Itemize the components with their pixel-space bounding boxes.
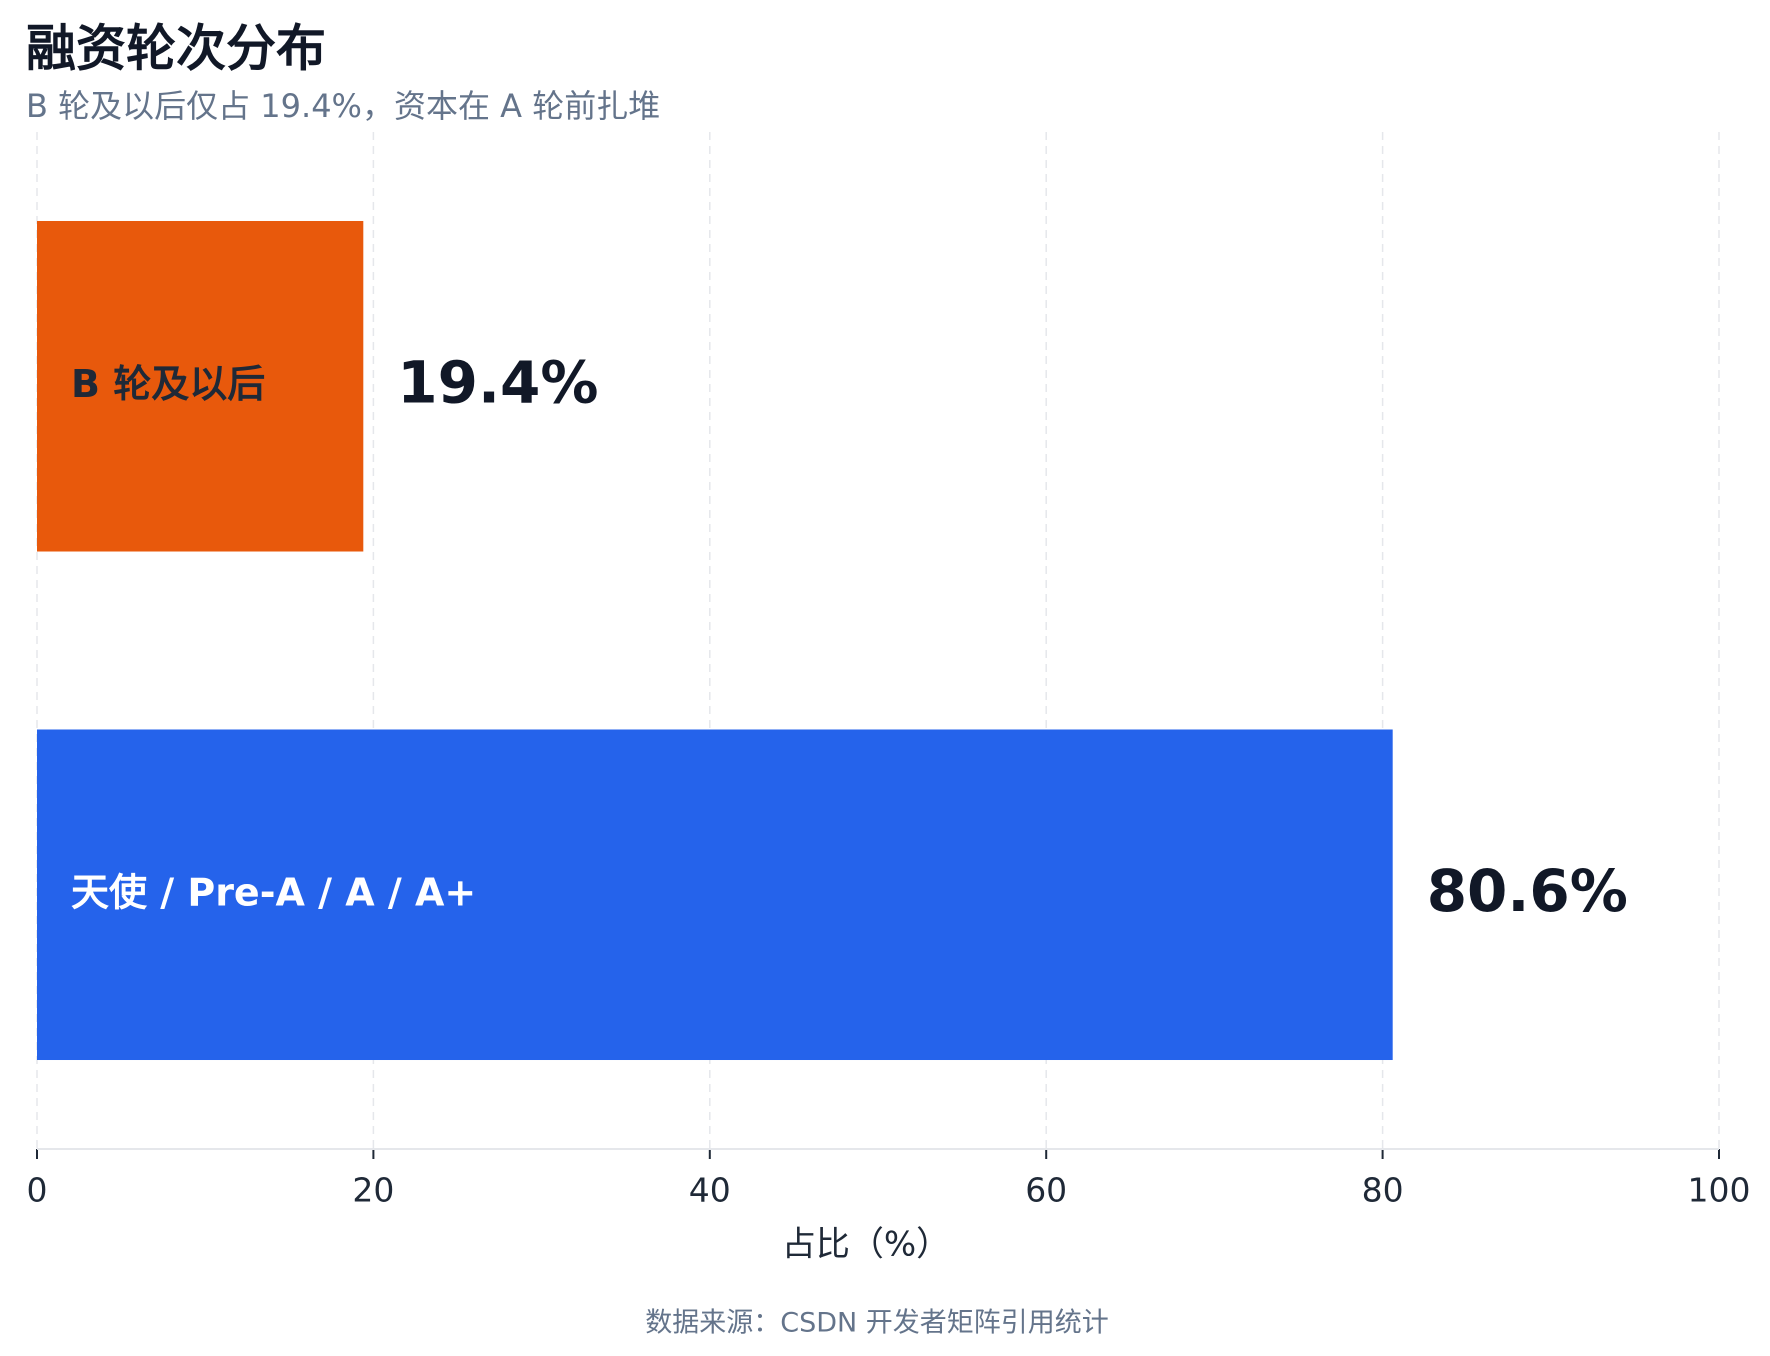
x-tick-label: 100: [1688, 1171, 1751, 1210]
x-tick-label: 60: [1025, 1171, 1067, 1210]
x-tick-label: 0: [27, 1171, 48, 1210]
chart-title: 融资轮次分布: [26, 20, 326, 78]
x-tick-label: 20: [352, 1171, 394, 1210]
value-label: 80.6%: [1427, 857, 1628, 925]
x-tick-label: 40: [689, 1171, 731, 1210]
value-label: 19.4%: [397, 348, 598, 416]
source-note: 数据来源：CSDN 开发者矩阵引用统计: [645, 1308, 1109, 1339]
x-axis-label: 占比（%）: [782, 1225, 950, 1265]
chart-subtitle: B 轮及以后仅占 19.4%，资本在 A 轮前扎堆: [26, 87, 660, 125]
category-label: 天使 / Pre-A / A / A+: [71, 870, 476, 914]
bar: [37, 220, 364, 552]
category-label: B 轮及以后: [71, 362, 265, 406]
x-tick-label: 80: [1362, 1171, 1404, 1210]
bar: [37, 729, 1393, 1061]
